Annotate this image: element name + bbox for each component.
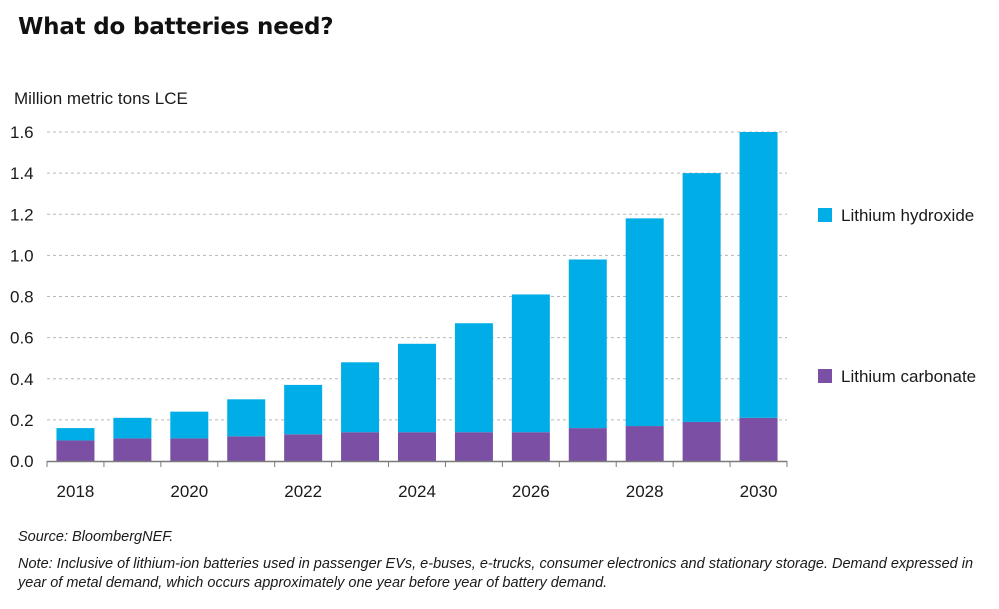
stacked-bar-chart: Million metric tons LCE 0.0 0.2 0.4 0.6 0.8 1…	[10, 89, 976, 501]
bar-lithium-carbonate-2024	[398, 432, 436, 461]
y-tick-label: 0.4	[10, 370, 34, 389]
y-tick-label: 1.4	[10, 164, 34, 183]
bar-lithium-carbonate-2023	[341, 432, 380, 461]
bar-lithium-carbonate-2020	[170, 438, 209, 461]
y-tick-labels: 0.0 0.2 0.4 0.6 0.8 1.0 1.2 1.4 1.6	[10, 123, 34, 471]
bar-lithium-carbonate-2027	[568, 428, 607, 461]
bar-lithium-carbonate-2030	[739, 417, 778, 461]
x-tick-label: 2026	[512, 482, 550, 501]
bar-lithium-carbonate-2018	[56, 440, 95, 461]
x-axis	[46, 460, 788, 467]
bar-lithium-hydroxide-2020	[170, 411, 209, 439]
bar-lithium-hydroxide-2029	[682, 173, 721, 422]
legend-lithium-carbonate-label: Lithium carbonate	[841, 367, 976, 386]
legend-lithium-hydroxide-label: Lithium hydroxide	[841, 206, 974, 225]
x-tick-label: 2020	[170, 482, 208, 501]
bars	[56, 132, 778, 461]
bar-lithium-carbonate-2029	[682, 421, 721, 461]
bar-lithium-carbonate-2026	[511, 432, 550, 461]
chart-footer: Source: BloombergNEF. Note: Inclusive of…	[18, 528, 978, 593]
x-tick-label: 2028	[626, 482, 664, 501]
y-tick-label: 1.2	[10, 205, 34, 224]
bar-lithium-hydroxide-2023	[341, 362, 380, 433]
bar-lithium-hydroxide-2030	[739, 132, 778, 418]
bar-lithium-hydroxide-2019	[113, 417, 152, 439]
chart-title: What do batteries need?	[18, 14, 334, 40]
x-tick-label: 2018	[57, 482, 95, 501]
bar-lithium-hydroxide-2018	[56, 428, 95, 441]
bar-lithium-carbonate-2028	[625, 426, 664, 461]
y-axis-label: Million metric tons LCE	[14, 89, 188, 108]
legend-lithium-carbonate-swatch	[818, 369, 832, 383]
x-tick-label: 2022	[284, 482, 322, 501]
x-tick-label: 2024	[398, 482, 436, 501]
bar-lithium-hydroxide-2021	[227, 399, 266, 437]
y-tick-label: 1.0	[10, 246, 34, 265]
bar-lithium-hydroxide-2024	[398, 343, 436, 433]
y-tick-label: 0.8	[10, 288, 34, 307]
bar-lithium-hydroxide-2027	[568, 259, 607, 429]
bar-lithium-hydroxide-2026	[511, 294, 550, 433]
bar-lithium-hydroxide-2022	[284, 384, 323, 435]
bar-lithium-carbonate-2022	[284, 434, 323, 461]
bar-lithium-carbonate-2021	[227, 436, 266, 461]
bar-lithium-carbonate-2025	[454, 432, 493, 461]
x-tick-labels: 2018 2020 2022 2024 2026 2028 2030	[57, 482, 778, 501]
bar-lithium-carbonate-2019	[113, 438, 152, 461]
y-tick-label: 0.0	[10, 452, 34, 471]
bar-lithium-hydroxide-2025	[454, 323, 493, 433]
y-tick-label: 0.6	[10, 329, 34, 348]
bar-lithium-hydroxide-2028	[625, 218, 664, 427]
y-tick-label: 0.2	[10, 411, 34, 430]
x-tick-label: 2030	[740, 482, 778, 501]
note-text: Note: Inclusive of lithium-ion batteries…	[18, 556, 974, 591]
legend-lithium-hydroxide-swatch	[818, 208, 832, 222]
y-tick-label: 1.6	[10, 123, 34, 142]
legend: Lithium hydroxide Lithium carbonate	[818, 206, 976, 386]
source-text: Source: BloombergNEF.	[18, 529, 174, 545]
